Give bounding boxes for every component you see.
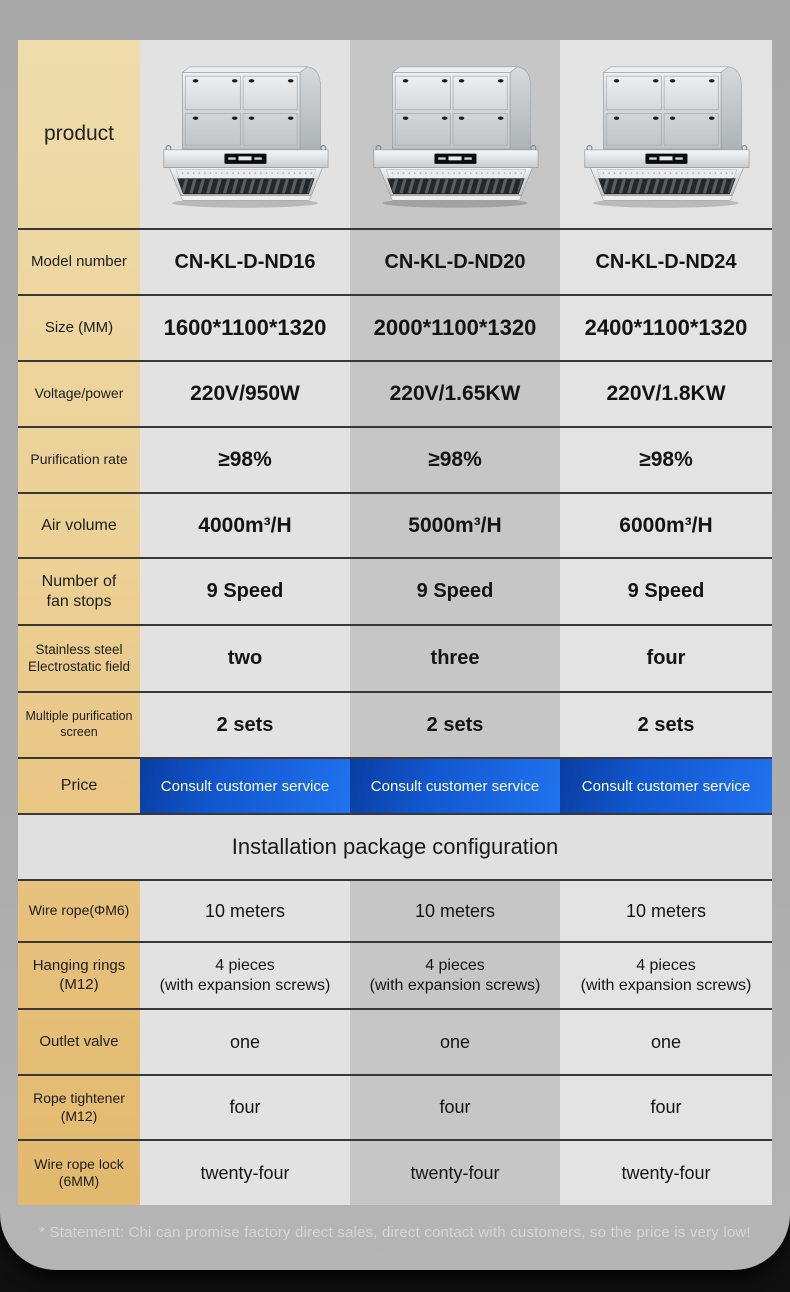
row-section-header: Installation package configuration xyxy=(18,813,772,879)
row-label: Wire rope(ΦM6) xyxy=(28,902,130,919)
spec-value: 9 Speed xyxy=(627,580,705,602)
range-hood-image xyxy=(163,66,329,208)
row-model-number: Model number CN-KL-D-ND16 CN-KL-D-ND20 C… xyxy=(18,228,772,294)
spec-value: 2 sets xyxy=(216,713,274,736)
row-label: Multiple purification screen xyxy=(25,709,133,739)
row-electrostatic-field: Stainless steel Electrostatic field two … xyxy=(18,624,772,691)
install-value: 4 pieces (with expansion screws) xyxy=(159,956,331,994)
spec-value: 1600*1100*1320 xyxy=(163,315,327,340)
column-3-strip xyxy=(560,40,772,1205)
spec-value: 220V/1.8KW xyxy=(606,382,726,405)
spec-value: two xyxy=(227,647,263,669)
spec-value: four xyxy=(646,647,686,669)
spec-value: CN-KL-D-ND20 xyxy=(384,250,526,273)
spec-value: CN-KL-D-ND16 xyxy=(174,250,316,273)
row-purification-rate: Purification rate ≥98% ≥98% ≥98% xyxy=(18,426,772,492)
install-value: four xyxy=(229,1097,261,1117)
row-rope-tightener: Rope tightener (M12) four four four xyxy=(18,1074,772,1139)
row-label: Model number xyxy=(31,252,127,270)
spec-value: ≥98% xyxy=(218,448,272,471)
spec-value: 2000*1100*1320 xyxy=(373,315,537,340)
product-image-cell xyxy=(350,40,560,228)
install-value: 10 meters xyxy=(625,900,707,921)
label-column-strip xyxy=(18,40,140,1205)
row-label-price: Price xyxy=(60,777,98,794)
row-label: Air volume xyxy=(41,516,117,534)
spec-value: 220V/950W xyxy=(190,382,300,405)
consult-customer-service-button[interactable]: Consult customer service xyxy=(140,759,350,813)
install-value: 10 meters xyxy=(414,900,496,921)
consult-customer-service-button[interactable]: Consult customer service xyxy=(350,759,560,813)
row-label: Outlet valve xyxy=(39,1032,119,1050)
row-outlet-valve: Outlet valve one one one xyxy=(18,1008,772,1074)
spec-value: 220V/1.65KW xyxy=(389,382,521,405)
spec-value: three xyxy=(430,647,480,669)
row-label: Number of fan stops xyxy=(41,572,117,610)
row-label-product: product xyxy=(43,121,115,145)
row-voltage-power: Voltage/power 220V/950W 220V/1.65KW 220V… xyxy=(18,360,772,426)
row-hanging-rings: Hanging rings (M12) 4 pieces (with expan… xyxy=(18,941,772,1008)
row-fan-stops: Number of fan stops 9 Speed 9 Speed 9 Sp… xyxy=(18,557,772,624)
spec-value: ≥98% xyxy=(639,448,693,471)
row-label: Voltage/power xyxy=(34,385,124,402)
row-air-volume: Air volume 4000m³/H 5000m³/H 6000m³/H xyxy=(18,492,772,557)
row-wire-rope-lock: Wire rope lock (6MM) twenty-four twenty-… xyxy=(18,1139,772,1205)
row-label: Size (MM) xyxy=(44,318,114,336)
footer-statement: * Statement: Chi can promise factory dir… xyxy=(39,1224,751,1241)
install-value: twenty-four xyxy=(410,1162,500,1183)
column-backgrounds xyxy=(18,40,772,1205)
install-value: twenty-four xyxy=(200,1162,290,1183)
install-value: 10 meters xyxy=(204,900,286,921)
install-value: one xyxy=(229,1031,261,1052)
spec-value: 4000m³/H xyxy=(198,513,292,537)
row-label: Hanging rings (M12) xyxy=(32,956,126,993)
row-product: product xyxy=(18,40,772,228)
spec-value: 9 Speed xyxy=(416,580,494,602)
row-purification-screen: Multiple purification screen 2 sets 2 se… xyxy=(18,691,772,757)
install-value: 4 pieces (with expansion screws) xyxy=(580,956,752,994)
section-title: Installation package configuration xyxy=(231,834,559,859)
spec-value: 9 Speed xyxy=(206,580,284,602)
row-label: Wire rope lock (6MM) xyxy=(34,1155,124,1190)
row-price: Price Consult customer service Consult c… xyxy=(18,757,772,813)
range-hood-image xyxy=(584,66,750,208)
column-2-strip xyxy=(350,40,560,1205)
range-hood-image xyxy=(373,66,539,208)
row-label: Rope tightener (M12) xyxy=(33,1090,125,1124)
spec-value: 2 sets xyxy=(637,713,695,736)
install-value: four xyxy=(439,1097,471,1117)
spec-value: CN-KL-D-ND24 xyxy=(595,250,737,273)
row-size: Size (MM) 1600*1100*1320 2000*1100*1320 … xyxy=(18,294,772,360)
consult-customer-service-button[interactable]: Consult customer service xyxy=(560,759,772,813)
install-value: one xyxy=(439,1031,471,1052)
install-value: 4 pieces (with expansion screws) xyxy=(369,956,541,994)
product-image-cell xyxy=(140,40,350,228)
column-1-strip xyxy=(140,40,350,1205)
install-value: four xyxy=(650,1097,682,1117)
spec-table: product xyxy=(18,40,772,1205)
spec-value: 5000m³/H xyxy=(408,513,502,537)
row-label: Purification rate xyxy=(30,451,128,468)
row-label: Stainless steel Electrostatic field xyxy=(27,641,131,674)
spec-value: 2 sets xyxy=(426,713,484,736)
spec-value: 2400*1100*1320 xyxy=(584,315,748,340)
install-value: one xyxy=(650,1031,682,1052)
spec-value: 6000m³/H xyxy=(619,513,713,537)
product-image-cell xyxy=(560,40,772,228)
install-value: twenty-four xyxy=(621,1162,711,1183)
spec-value: ≥98% xyxy=(428,448,482,471)
row-wire-rope: Wire rope(ΦM6) 10 meters 10 meters 10 me… xyxy=(18,879,772,941)
